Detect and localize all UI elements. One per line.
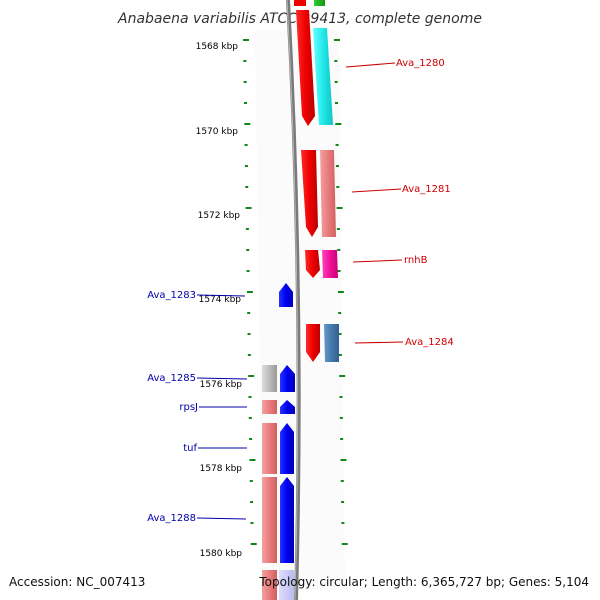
label-text-ava-1285: Ava_1285 [147,373,196,384]
scale-label-1570: 1570 kbp [196,127,239,137]
gene-rpsJ[interactable] [262,400,295,414]
topology-text: Topology: circular; Length: 6,365,727 bp… [258,575,589,589]
scale-label-1580: 1580 kbp [200,549,243,559]
scale-label-1574: 1574 kbp [199,295,242,305]
gene-ava-1284[interactable] [306,324,339,362]
label-text-ava-1280: Ava_1280 [396,58,445,69]
label-tuf[interactable]: tuf [183,443,247,454]
label-text-ava-1283: Ava_1283 [147,290,196,301]
gene-ava-1288[interactable] [262,477,294,563]
gene-ava-1281[interactable] [301,150,336,237]
scale-label-1578: 1578 kbp [200,464,243,474]
label-ava-1283[interactable]: Ava_1283 [147,290,246,301]
label-ava-1280[interactable]: Ava_1280 [345,58,445,69]
gene-ava-1283[interactable] [279,283,293,307]
label-text-ava-1288: Ava_1288 [147,513,196,524]
gene-ava-1280[interactable] [294,0,333,126]
gene-rnhB[interactable] [305,250,338,278]
accession-text: Accession: NC_007413 [9,575,145,589]
label-ava-1284[interactable]: Ava_1284 [354,337,454,348]
genome-backbone-highlight [286,0,299,600]
gene-tuf[interactable] [262,423,294,474]
label-rpsJ[interactable]: rpsJ [179,402,247,413]
label-ava-1285[interactable]: Ava_1285 [147,373,248,384]
genome-backbone [286,0,301,600]
label-text-ava-1284: Ava_1284 [405,337,454,348]
label-ava-1281[interactable]: Ava_1281 [351,184,451,195]
label-text-tuf: tuf [183,443,197,454]
label-rnhB[interactable]: rnhB [352,255,428,266]
gene-partial-bottom[interactable] [262,570,294,600]
label-text-rpsJ: rpsJ [179,402,198,413]
label-ava-1288[interactable]: Ava_1288 [147,513,247,524]
label-text-ava-1281: Ava_1281 [402,184,451,195]
label-text-rnhB: rnhB [404,255,428,266]
gene-ava-1285[interactable] [262,365,295,392]
left-ruler [243,39,257,545]
scale-label-1576: 1576 kbp [200,380,243,390]
scale-label-1568: 1568 kbp [196,42,239,52]
scale-label-1572: 1572 kbp [198,211,241,221]
right-ruler [334,39,348,545]
